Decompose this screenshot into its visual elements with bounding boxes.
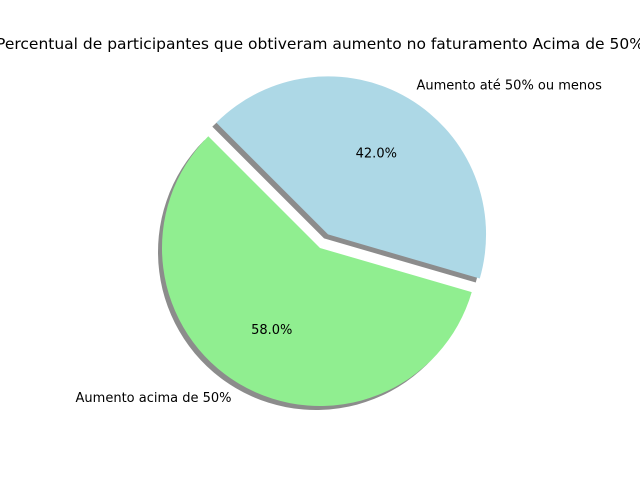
slice-category-label: Aumento acima de 50% bbox=[76, 391, 232, 406]
slice-category-label: Aumento até 50% ou menos bbox=[417, 78, 603, 93]
chart-title: Percentual de participantes que obtivera… bbox=[0, 35, 640, 53]
slice-percent-label: 42.0% bbox=[356, 146, 397, 161]
slice-labels: 58.0% Aumento acima de 50% 42.0% Aumento at… bbox=[76, 78, 603, 406]
slice-aumento-ate-50-ou-menos bbox=[216, 76, 487, 279]
slice-aumento-acima-de-50 bbox=[162, 136, 472, 407]
slice-percent-label: 58.0% bbox=[251, 323, 292, 338]
slices bbox=[162, 76, 487, 407]
